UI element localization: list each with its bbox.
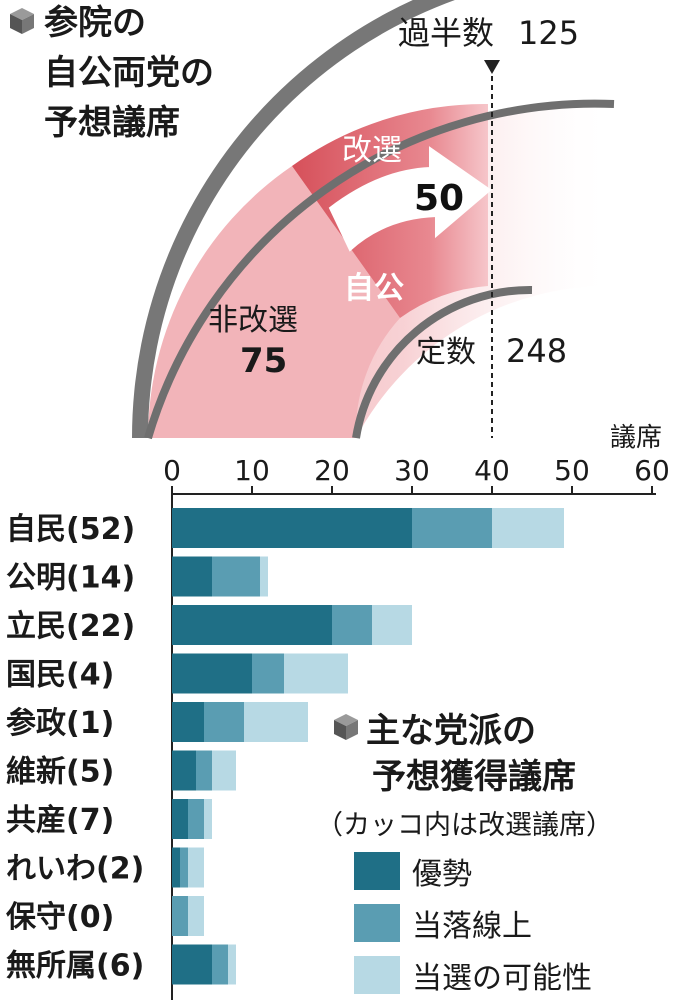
x-tick-label: 60 (634, 454, 670, 487)
bar-segment (172, 847, 180, 888)
legend-swatch-borderline (354, 904, 400, 942)
bar-segment (228, 944, 236, 985)
bar-segment (372, 605, 412, 645)
x-tick-label: 20 (314, 454, 350, 487)
category-label: 立民(22) (6, 609, 135, 644)
election-arrow (328, 146, 492, 252)
bar-segment (172, 508, 412, 548)
legend-label-dominant: 優勢 (412, 857, 472, 892)
total-value: 248 (506, 332, 567, 370)
legend-note: （カッコ内は改選議席） (316, 810, 613, 841)
arc-top-line (144, 99, 615, 440)
election-label: 改選 (342, 133, 402, 168)
title-line-2: 自公両党の (44, 53, 214, 93)
seat-projection-arc: 参院の 自公両党の 予想議席 過半数 125 改選 50 自公 非改選 75 定… (10, 0, 615, 440)
title-line-1: 参院の (44, 3, 146, 43)
category-label: 維新(5) (6, 755, 114, 790)
x-tick-label: 30 (394, 454, 430, 487)
legend-label-possible: 当選の可能性 (412, 961, 592, 996)
majority-label: 過半数 (398, 14, 494, 52)
category-labels: 自民(52) 公明(14) 立民(22) 国民(4) 参政(1) 維新(5) 共産(7) れい… (6, 512, 144, 984)
x-tick-label: 0 (163, 454, 181, 487)
bar-segment (188, 847, 204, 888)
cube-icon (10, 8, 34, 34)
bar-segment (492, 508, 564, 548)
bar-segment (172, 799, 188, 839)
x-tick-label: 10 (234, 454, 270, 487)
bar-segment (244, 702, 308, 742)
legend-label-borderline: 当落線上 (412, 909, 532, 944)
category-label: 保守(0) (6, 900, 114, 935)
legend: 主な党派の 予想獲得議席 （カッコ内は改選議席） 優勢 当落線上 当選の可能性 (316, 711, 613, 996)
bar-segment (188, 896, 204, 936)
bar-segment (212, 944, 228, 985)
bar-segment (284, 653, 348, 694)
bar-segment (412, 508, 492, 548)
category-label: 参政(1) (6, 706, 114, 741)
category-label: 共産(7) (6, 803, 114, 838)
bar-segment (332, 605, 372, 645)
x-tick-label: 50 (554, 454, 590, 487)
bar-segment (212, 556, 260, 597)
x-axis-label: 議席 (610, 423, 662, 453)
majority-marker (484, 60, 500, 74)
bar-segment (172, 605, 332, 645)
x-tick-label: 40 (474, 454, 510, 487)
non-election-area (148, 166, 400, 438)
total-label: 定数 (416, 335, 476, 370)
title-line-3: 予想議席 (44, 103, 180, 143)
legend-title-line-1: 主な党派の (366, 711, 536, 751)
category-label: 無所属(6) (6, 949, 144, 984)
category-label: 自民(52) (6, 512, 135, 547)
category-label: 公明(14) (6, 561, 135, 596)
bar-segment (212, 750, 236, 791)
election-value: 50 (414, 178, 464, 219)
legend-swatch-possible (354, 956, 400, 994)
bar-segment (180, 847, 188, 888)
non-election-value: 75 (240, 341, 287, 381)
bar-segment (204, 799, 212, 839)
bar-segment (172, 653, 252, 694)
bar-segment (260, 556, 268, 597)
bar-segment (172, 556, 212, 597)
bars (172, 508, 564, 985)
coalition-label: 自公 (344, 271, 404, 306)
bar-segment (172, 750, 196, 791)
bar-segment (172, 896, 188, 936)
bar-segment (252, 653, 284, 694)
bar-segment (196, 750, 212, 791)
arc-outer-border (132, 0, 455, 438)
non-election-label: 非改選 (208, 303, 298, 338)
bar-segment (172, 702, 204, 742)
arc-inner-line (352, 285, 533, 439)
bar-segment (172, 944, 212, 985)
legend-swatch-dominant (354, 852, 400, 890)
bar-segment (204, 702, 244, 742)
category-label: 国民(4) (6, 658, 114, 693)
cube-icon (334, 714, 358, 740)
legend-title-line-2: 予想獲得議席 (372, 757, 576, 797)
majority-value: 125 (518, 14, 579, 52)
category-label: れいわ(2) (6, 852, 144, 887)
bar-segment (188, 799, 204, 839)
